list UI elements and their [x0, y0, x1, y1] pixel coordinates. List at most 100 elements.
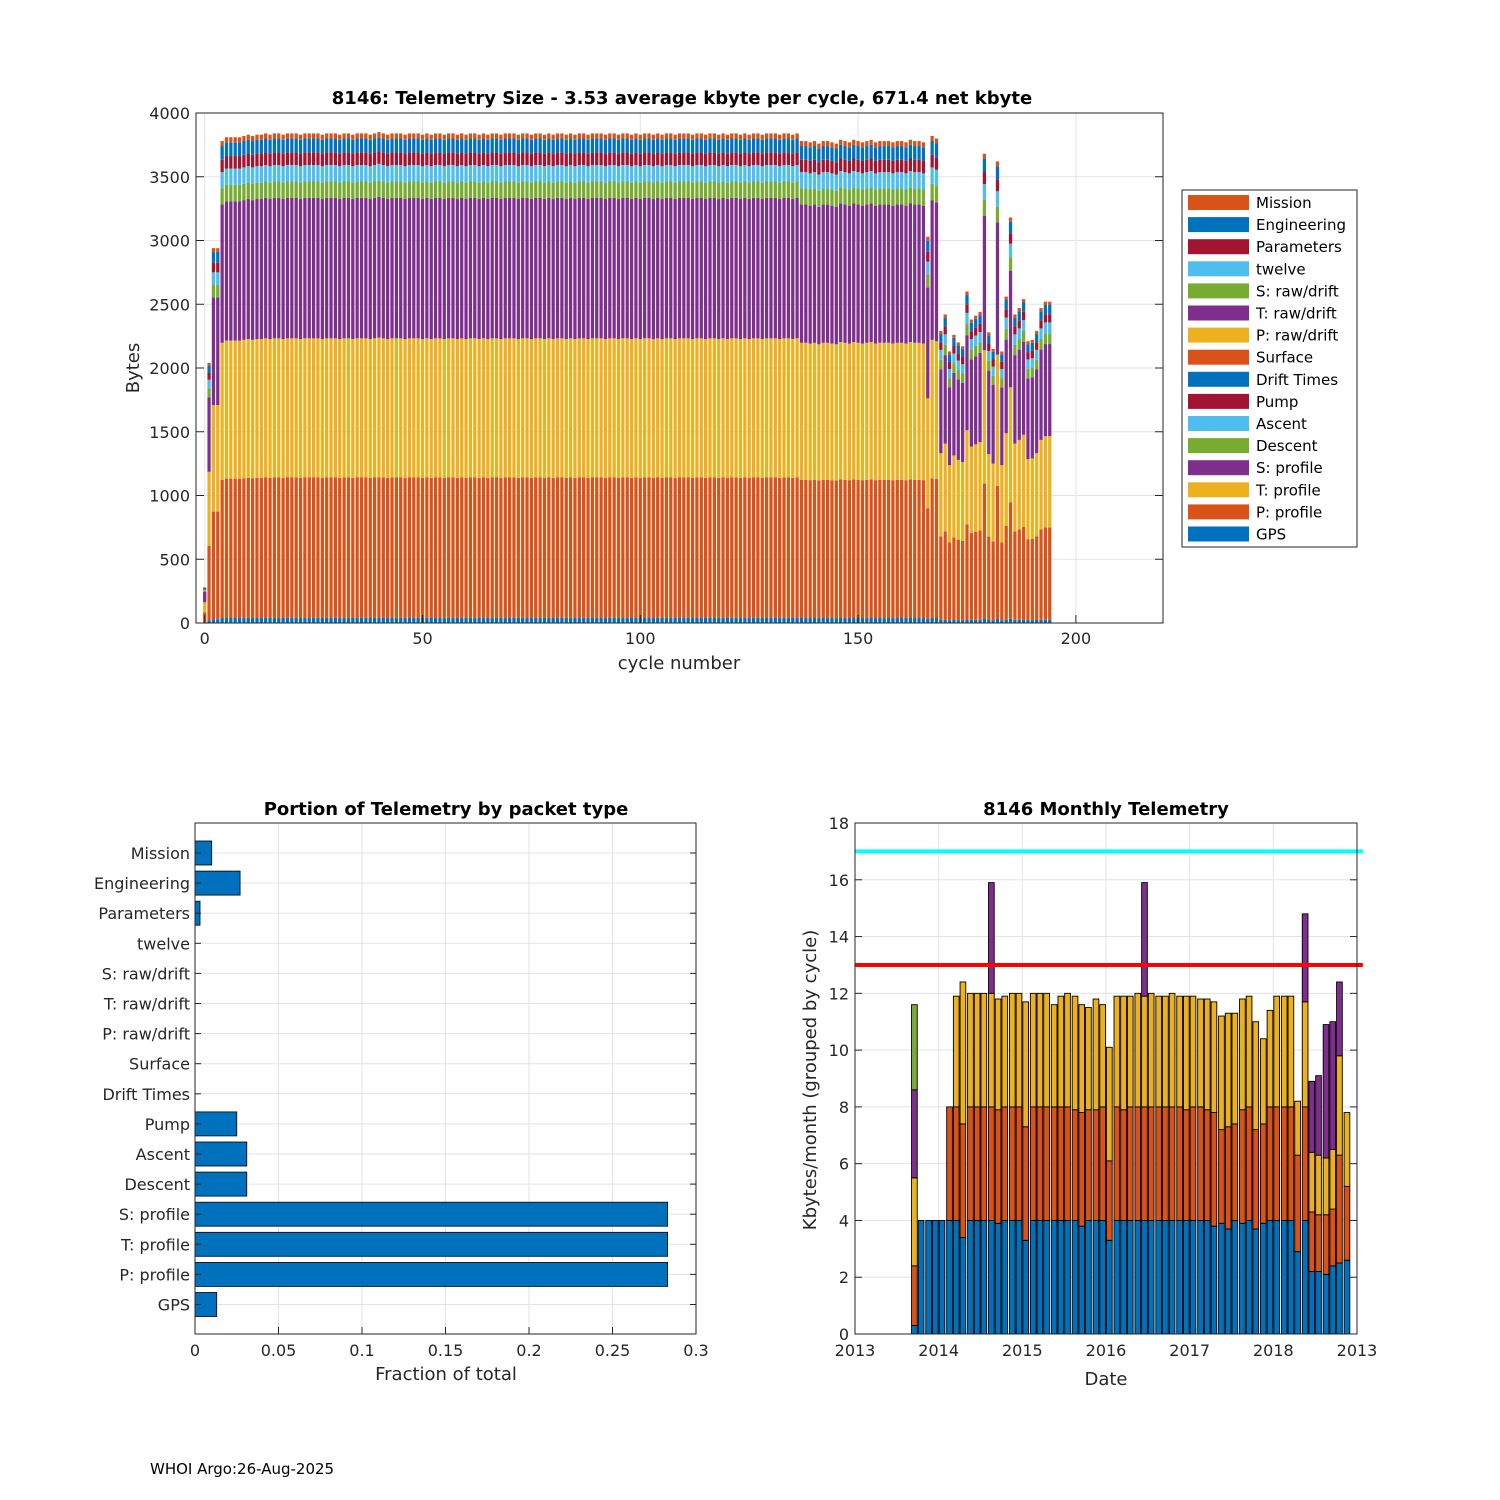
cycle-bar-segment	[1004, 309, 1008, 318]
y-tick-label: 8	[839, 1098, 849, 1117]
cycle-bar-segment	[830, 205, 834, 344]
cycle-bar-segment	[351, 617, 355, 623]
cycle-bar-segment	[939, 342, 943, 350]
cycle-bar-segment	[438, 138, 442, 153]
cycle-bar-segment	[921, 142, 926, 148]
cycle-bar-segment	[499, 199, 503, 340]
cycle-bar-segment	[965, 524, 969, 620]
cycle-bar-segment	[695, 133, 699, 139]
cycle-bar-segment	[521, 617, 525, 623]
cycle-bar-segment	[629, 199, 634, 340]
cycle-bar-segment	[486, 617, 490, 623]
cycle-bar-segment	[686, 165, 690, 182]
month-bar-segment	[1308, 1080, 1316, 1153]
cycle-bar-segment	[399, 477, 403, 618]
cycle-bar-segment	[412, 138, 416, 153]
month-bar-segment	[988, 992, 995, 1108]
cycle-bar-segment	[307, 181, 311, 198]
cycle-bar-segment	[412, 133, 416, 139]
cycle-bar-segment	[455, 139, 459, 154]
cycle-bar-segment	[860, 173, 865, 190]
cycle-bar-segment	[512, 133, 516, 139]
cycle-bar-segment	[808, 160, 812, 174]
month-bar-segment	[1308, 1151, 1316, 1213]
cycle-bar-segment	[455, 477, 459, 618]
cycle-bar-segment	[1048, 619, 1052, 623]
cycle-bar-segment	[917, 146, 921, 160]
cycle-bar-segment	[438, 477, 442, 618]
cycle-bar-segment	[952, 346, 956, 354]
cycle-bar-segment	[834, 618, 838, 623]
cycle-bar-segment	[1039, 349, 1043, 440]
cycle-bar-segment	[455, 166, 459, 183]
cycle-bar-segment	[734, 181, 738, 198]
cycle-bar-segment	[1048, 322, 1052, 334]
cycle-bar-segment	[403, 199, 407, 340]
month-bar-segment	[1224, 1012, 1232, 1128]
cycle-bar-segment	[368, 166, 372, 183]
cycle-bar-segment	[690, 617, 695, 623]
cycle-bar-segment	[682, 617, 686, 623]
cycle-bar-segment	[412, 165, 416, 182]
cycle-bar-segment	[673, 166, 677, 183]
cycle-bar-segment	[1021, 434, 1026, 527]
cycle-bar-segment	[730, 197, 734, 339]
cycle-bar-segment	[285, 181, 290, 198]
legend-entry: S: raw/drift	[1256, 282, 1339, 300]
cycle-bar-segment	[608, 165, 612, 182]
cycle-bar-segment	[547, 181, 551, 198]
cycle-bar-segment	[547, 138, 551, 153]
month-bar-segment	[1231, 1123, 1239, 1221]
cycle-bar-segment	[333, 617, 338, 623]
cycle-bar-segment	[608, 138, 612, 153]
legend-entry: Parameters	[1256, 238, 1342, 256]
month-bar-segment	[1092, 1219, 1100, 1335]
cycle-bar-segment	[995, 618, 1000, 623]
cycle-bar-segment	[242, 154, 246, 168]
cycle-bar-segment	[342, 181, 346, 198]
cycle-bar-segment	[464, 617, 468, 623]
cycle-bar-segment	[468, 138, 473, 153]
cycle-bar-segment	[616, 153, 621, 167]
cycle-bar-segment	[534, 138, 538, 153]
cycle-bar-segment	[503, 181, 507, 198]
cycle-bar-segment	[346, 165, 351, 182]
cycle-bar-segment	[220, 188, 224, 205]
month-bar-segment	[1126, 1106, 1134, 1221]
cycle-bar-segment	[516, 134, 520, 140]
cycle-bar-segment	[468, 181, 473, 198]
cycle-bar-segment	[952, 372, 956, 456]
cycle-bar-segment	[943, 531, 947, 620]
cycle-bar-segment	[939, 453, 943, 537]
cycle-bar-segment	[412, 152, 416, 166]
cycle-bar-segment	[808, 142, 812, 148]
cycle-bar-segment	[407, 197, 412, 339]
legend-swatch	[1188, 195, 1249, 210]
cycle-bar-segment	[490, 197, 494, 339]
cycle-bar-segment	[386, 477, 390, 618]
cycle-bar-segment	[512, 197, 516, 339]
month-bar-segment	[1210, 1225, 1218, 1335]
cycle-bar-segment	[294, 197, 298, 339]
cycle-bar-segment	[686, 138, 690, 153]
cycle-bar-segment	[821, 479, 825, 619]
month-bar-segment	[911, 1265, 918, 1326]
month-bar-segment	[1301, 1106, 1309, 1221]
cycle-bar-segment	[865, 141, 869, 147]
month-bar-segment	[1008, 1219, 1016, 1335]
cycle-bar-segment	[325, 477, 329, 618]
cycle-bar-segment	[368, 134, 372, 140]
cycle-bar-segment	[499, 617, 503, 623]
month-bar-segment	[967, 992, 974, 1108]
cycle-bar-segment	[839, 144, 843, 159]
cycle-bar-segment	[886, 172, 891, 189]
cycle-bar-segment	[320, 134, 324, 140]
cycle-bar-segment	[599, 338, 603, 478]
cycle-bar-segment	[1004, 299, 1008, 310]
cycle-bar-segment	[233, 184, 237, 202]
month-bar-segment	[1092, 998, 1100, 1111]
month-bar-segment	[1343, 1112, 1351, 1187]
cycle-bar-segment	[342, 197, 346, 339]
cycle-bar-segment	[782, 133, 786, 139]
cycle-bar-segment	[991, 351, 995, 360]
